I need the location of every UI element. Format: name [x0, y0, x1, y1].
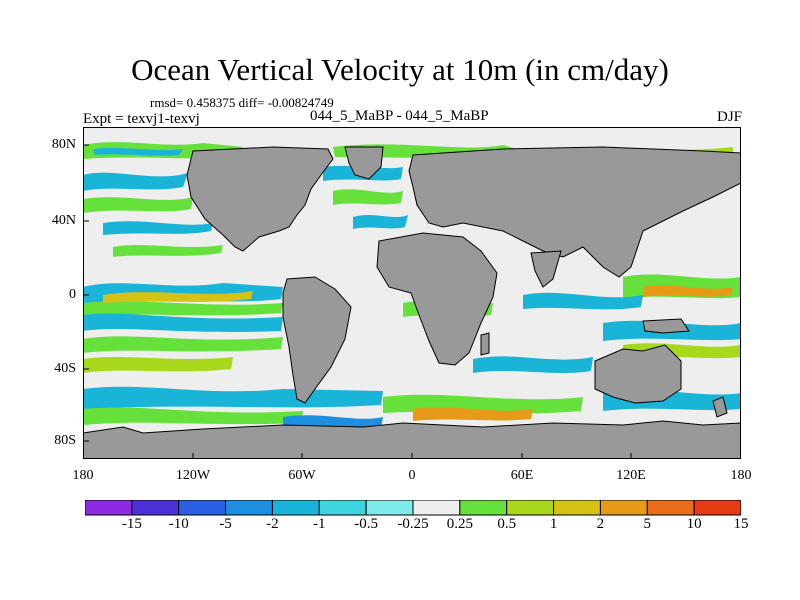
land-madagascar [480, 332, 490, 356]
x-tick-label: 180 [730, 468, 752, 483]
y-tick-label: 80S [54, 433, 76, 448]
colorbar-swatch [365, 500, 414, 516]
x-tick-label: 120E [616, 468, 646, 483]
colorbar-label: -0.25 [397, 516, 429, 532]
land-north-america [186, 146, 334, 252]
velocity-band [353, 215, 408, 229]
colorbar-label: 0.5 [497, 516, 517, 532]
velocity-band [83, 407, 303, 425]
x-tick-label: 120W [175, 468, 211, 483]
colorbar-label: 2 [596, 516, 605, 532]
land-australia [594, 344, 682, 404]
colorbar-label: 15 [733, 516, 749, 532]
colorbar-swatch [412, 500, 461, 516]
plot-title: Ocean Vertical Velocity at 10m (in cm/da… [131, 52, 669, 87]
velocity-band [333, 189, 403, 205]
velocity-band [103, 291, 253, 303]
season-label: DJF [716, 109, 742, 125]
velocity-band [113, 245, 223, 257]
colorbar-swatch [693, 500, 741, 516]
colorbar-swatch [506, 500, 555, 516]
velocity-band [103, 221, 213, 235]
land-greenland [344, 146, 384, 180]
x-tick-label: 60E [510, 468, 534, 483]
colorbar [85, 500, 741, 516]
velocity-band [83, 172, 188, 191]
colorbar-label: -15 [121, 516, 142, 532]
land-masses [83, 146, 741, 459]
colorbar-label: 1 [549, 516, 558, 532]
y-tick-label: 40N [51, 213, 76, 228]
colorbar-swatch [178, 500, 227, 516]
x-tick-label: 60W [288, 468, 316, 483]
land-south-america [282, 276, 352, 404]
land-africa [376, 232, 498, 366]
land-new-zealand [712, 396, 728, 418]
velocity-band [413, 407, 533, 421]
colorbar-label: -10 [168, 516, 189, 532]
experiment-label: Expt = texvj1-texvj [83, 111, 200, 127]
y-tick-label: 40S [54, 361, 76, 376]
colorbar-label: 10 [686, 516, 702, 532]
colorbar-swatch [553, 500, 601, 516]
colorbar-label: 5 [643, 516, 652, 532]
x-tick-label: 180 [72, 468, 94, 483]
run-label: 044_5_MaBP - 044_5_MaBP [310, 108, 489, 124]
velocity-band [523, 292, 643, 310]
velocity-band [83, 197, 193, 213]
colorbar-label: 0.25 [446, 516, 473, 532]
land-india [530, 250, 562, 288]
velocity-band [473, 356, 593, 373]
rmsd-diff-stats: rmsd= 0.458375 diff= -0.00824749 [150, 95, 334, 110]
colorbar-swatch [271, 500, 320, 516]
colorbar-label: -2 [266, 516, 279, 532]
x-tick-label: 0 [408, 468, 416, 483]
velocity-band [83, 301, 283, 317]
velocity-band [93, 147, 183, 156]
velocity-map [83, 127, 741, 459]
land-antarctica [83, 420, 741, 459]
velocity-band [83, 357, 233, 373]
y-tick-label: 80N [51, 137, 76, 152]
land-eurasia [408, 146, 741, 278]
velocity-field [83, 142, 741, 429]
axis-ticks [83, 144, 632, 459]
velocity-band [83, 336, 283, 353]
colorbar-label: -0.5 [354, 516, 379, 532]
y-tick-label: 0 [69, 287, 76, 302]
velocity-band [83, 313, 283, 332]
colorbar-label: -5 [219, 516, 232, 532]
colorbar-swatch [646, 500, 695, 516]
velocity-band [643, 285, 733, 297]
colorbar-swatch [318, 500, 367, 516]
colorbar-swatch [85, 500, 133, 516]
colorbar-swatch [459, 500, 508, 516]
colorbar-swatch [225, 500, 273, 516]
colorbar-label: -1 [313, 516, 326, 532]
colorbar-swatch [131, 500, 180, 516]
land-new-guinea [642, 318, 690, 334]
colorbar-swatch [599, 500, 648, 516]
